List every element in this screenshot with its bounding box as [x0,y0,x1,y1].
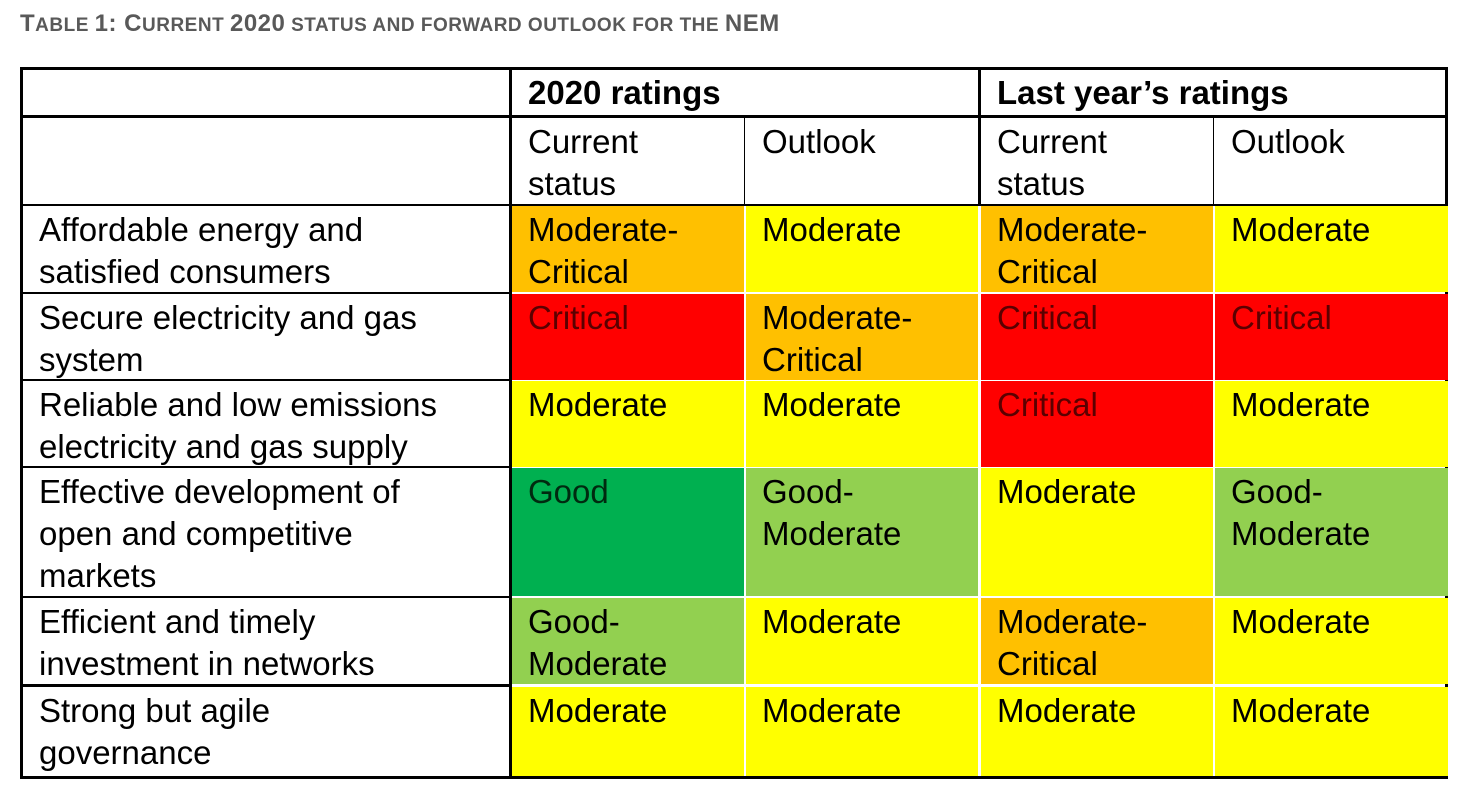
empty-header-cell [23,70,509,115]
subheader-divider [1213,118,1214,204]
label-column-divider [509,70,512,776]
header-last-year-ratings: Last year’s ratings [997,74,1289,111]
rating-cell: Moderate- Critical [746,294,978,380]
rating-cell: Moderate [746,687,978,776]
row-divider [23,596,509,598]
rating-cell: Moderate [1215,598,1448,684]
subheader-last-year-current-status: Current status [997,123,1108,202]
table-caption: TABLE 1: CURRENT 2020 STATUS AND FORWARD… [20,10,780,37]
rating-cell: Critical [981,294,1213,380]
subheader-last-year-outlook: Outlook [1231,123,1345,160]
row-label-reliable-supply: Reliable and low emissions electricity a… [39,386,438,465]
rating-cell: Moderate [512,687,744,776]
rating-cell: Critical [981,381,1213,467]
subheader-bottom-divider [23,204,1448,206]
subheader-2020-outlook: Outlook [762,123,876,160]
row-label-secure-system: Secure electricity and gas system [39,299,417,378]
rating-cell: Moderate [512,381,744,467]
rating-cell: Good [512,468,744,596]
row-divider [23,466,509,468]
header-divider [23,115,1448,118]
rating-cell: Moderate [1215,381,1448,467]
rating-cell: Critical [512,294,744,380]
row-divider [23,684,509,687]
rating-cell: Moderate [746,381,978,467]
row-divider [23,379,509,381]
rating-cell: Moderate- Critical [981,206,1213,292]
rating-cell: Moderate [746,598,978,684]
subheader-divider [744,118,745,204]
row-label-effective-markets: Effective development of open and compet… [39,473,400,594]
row-label-affordable-energy: Affordable energy and satisfied consumer… [39,211,364,290]
rating-cell: Moderate [1215,206,1448,292]
row-label-efficient-networks: Efficient and timely investment in netwo… [39,603,375,682]
rating-cell: Critical [1215,294,1448,380]
rating-cell: Moderate [746,206,978,292]
rating-cell: Moderate- Critical [981,598,1213,684]
rating-cell: Good- Moderate [512,598,744,684]
rating-cell: Moderate- Critical [512,206,744,292]
row-label-governance: Strong but agile governance [39,692,271,771]
rating-cell: Moderate [981,468,1213,596]
empty-subheader-cell [23,118,509,204]
subheader-2020-current-status: Current status [528,123,639,202]
rating-cell: Good- Moderate [746,468,978,596]
rating-cell: Moderate [981,687,1213,776]
header-2020-ratings: 2020 ratings [528,74,721,111]
rating-cell: Good- Moderate [1215,468,1448,596]
ratings-table: 2020 ratings Last year’s ratings Current… [20,67,1448,779]
rating-cell: Moderate [1215,687,1448,776]
row-divider [23,292,509,294]
group-divider [978,70,981,204]
